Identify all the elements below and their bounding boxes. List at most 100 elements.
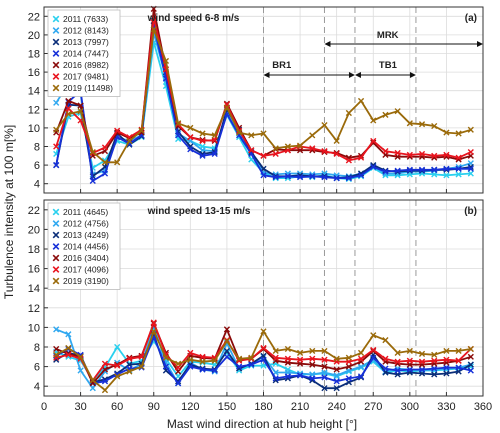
data-point [89,177,96,185]
data-point [284,355,291,362]
data-point [357,172,365,179]
data-point [65,331,72,338]
data-point [53,351,60,358]
data-point [101,360,109,367]
legend-marker [52,38,60,46]
data-point [260,172,267,179]
y-tick-label: 22 [28,11,40,23]
data-point [101,378,109,385]
y-tick-label: 16 [28,67,40,79]
data-point [101,366,109,373]
y-tick-label: 10 [28,123,40,135]
data-point [467,361,474,368]
data-point [321,385,328,392]
y-tick-label: 8 [34,142,40,154]
y-tick-label: 14 [28,283,40,295]
data-point [431,166,438,173]
data-point [150,328,157,335]
data-point [248,361,255,368]
x-tick-label: 150 [218,401,236,413]
data-point [321,374,328,381]
data-point [467,367,474,374]
data-point [223,353,231,360]
data-point [321,148,328,155]
data-point [114,373,121,380]
data-point [406,366,413,373]
legend-entry: 2019 (11498) [63,83,113,93]
data-point [467,170,474,177]
y-tick-label: 16 [28,264,40,276]
data-point [296,349,304,356]
legend-marker [52,220,60,227]
data-point [187,124,194,131]
panel-caption: wind speed 13-15 m/s [147,206,251,217]
data-point [357,363,365,370]
data-point [309,132,316,139]
data-point [467,148,474,156]
data-point [114,343,121,351]
data-point [309,375,316,382]
br1-arrow-head-right [348,72,355,78]
data-point [175,380,182,387]
legend-entry: 2012 (4756) [63,219,109,229]
data-point [187,356,194,363]
y-tick-label: 12 [28,104,40,116]
data-point [53,326,60,333]
data-point [321,369,328,376]
data-point [199,152,206,159]
data-point [272,354,279,361]
data-point [260,328,267,335]
legend-marker [52,73,60,80]
data-point [162,354,170,361]
data-point [406,166,413,173]
y-tick-label: 6 [34,160,40,172]
legend-marker [52,84,60,92]
legend-entry: 2019 (3190) [63,276,109,286]
data-point [101,387,109,394]
data-point [199,130,206,137]
data-point [223,104,231,111]
mrk-arrow-head-right [477,41,483,47]
data-point [53,126,60,133]
legend-entry: 2016 (3404) [63,253,109,263]
legend-entry: 2013 (4249) [63,230,109,240]
data-point [443,370,450,377]
data-point [248,354,255,361]
legend-entry: 2014 (7447) [63,49,109,59]
data-point [443,165,450,172]
data-point [345,175,352,182]
data-point [455,130,462,137]
legend-entry: 2011 (4645) [63,207,108,217]
data-point [333,378,340,385]
data-point [89,148,96,156]
data-point [431,122,438,130]
legend-entry: 2017 (4096) [63,265,109,275]
x-tick-label: 30 [74,401,86,413]
data-point [175,120,182,127]
data-point [455,364,462,371]
y-tick-label: 20 [28,224,40,236]
y-tick-label: 18 [28,49,40,61]
data-point [150,26,157,33]
data-point [382,365,389,372]
x-tick-label: 330 [437,401,455,413]
data-point [357,154,365,161]
data-point [455,347,462,355]
y-tick-label: 6 [34,362,40,374]
mrk-label: MRK [377,30,399,41]
br1-arrow-head-left [263,72,270,78]
x-tick-label: 270 [364,401,382,413]
data-point [260,130,267,137]
data-point [321,122,328,129]
legend-marker [52,27,60,34]
data-point [333,366,340,373]
data-point [443,129,450,136]
data-point [370,346,377,354]
y-axis-label: Turbulence intensity at 100 m[%] [2,125,16,299]
data-point [53,345,60,353]
data-point [394,149,401,157]
y-tick-label: 4 [34,179,40,191]
data-point [431,365,438,372]
data-point [418,350,426,357]
